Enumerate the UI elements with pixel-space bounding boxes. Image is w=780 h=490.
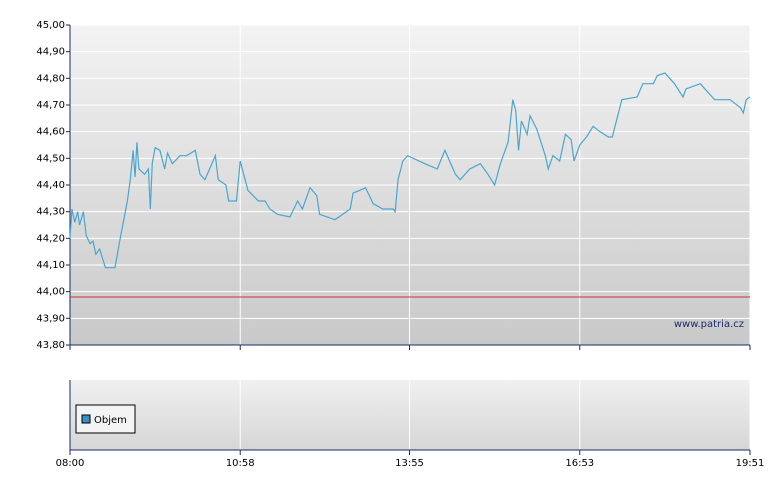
- legend-swatch: [81, 414, 91, 424]
- y-tick-label: 44,10: [36, 260, 65, 271]
- x-tick-label: 08:00: [56, 458, 85, 469]
- y-tick-label: 44,80: [36, 73, 65, 84]
- y-tick-label: 45,00: [36, 20, 65, 31]
- x-tick-label: 10:58: [226, 458, 255, 469]
- watermark: www.patria.cz: [674, 319, 744, 330]
- y-tick-label: 44,60: [36, 127, 65, 138]
- y-tick-label: 44,40: [36, 180, 65, 191]
- y-tick-label: 43,90: [36, 313, 65, 324]
- y-tick-label: 44,90: [36, 47, 65, 58]
- y-tick-label: 44,00: [36, 287, 65, 298]
- x-tick-label: 19:51: [736, 458, 765, 469]
- price-line: [69, 72, 751, 269]
- x-tick-label: 16:53: [565, 458, 594, 469]
- y-tick-label: 44,30: [36, 207, 65, 218]
- y-tick-label: 44,50: [36, 153, 65, 164]
- y-tick-label: 44,70: [36, 100, 65, 111]
- legend-label: Objem: [94, 415, 127, 426]
- y-tick-label: 43,80: [36, 340, 65, 351]
- y-tick-label: 44,20: [36, 233, 65, 244]
- x-tick-label: 13:55: [395, 458, 424, 469]
